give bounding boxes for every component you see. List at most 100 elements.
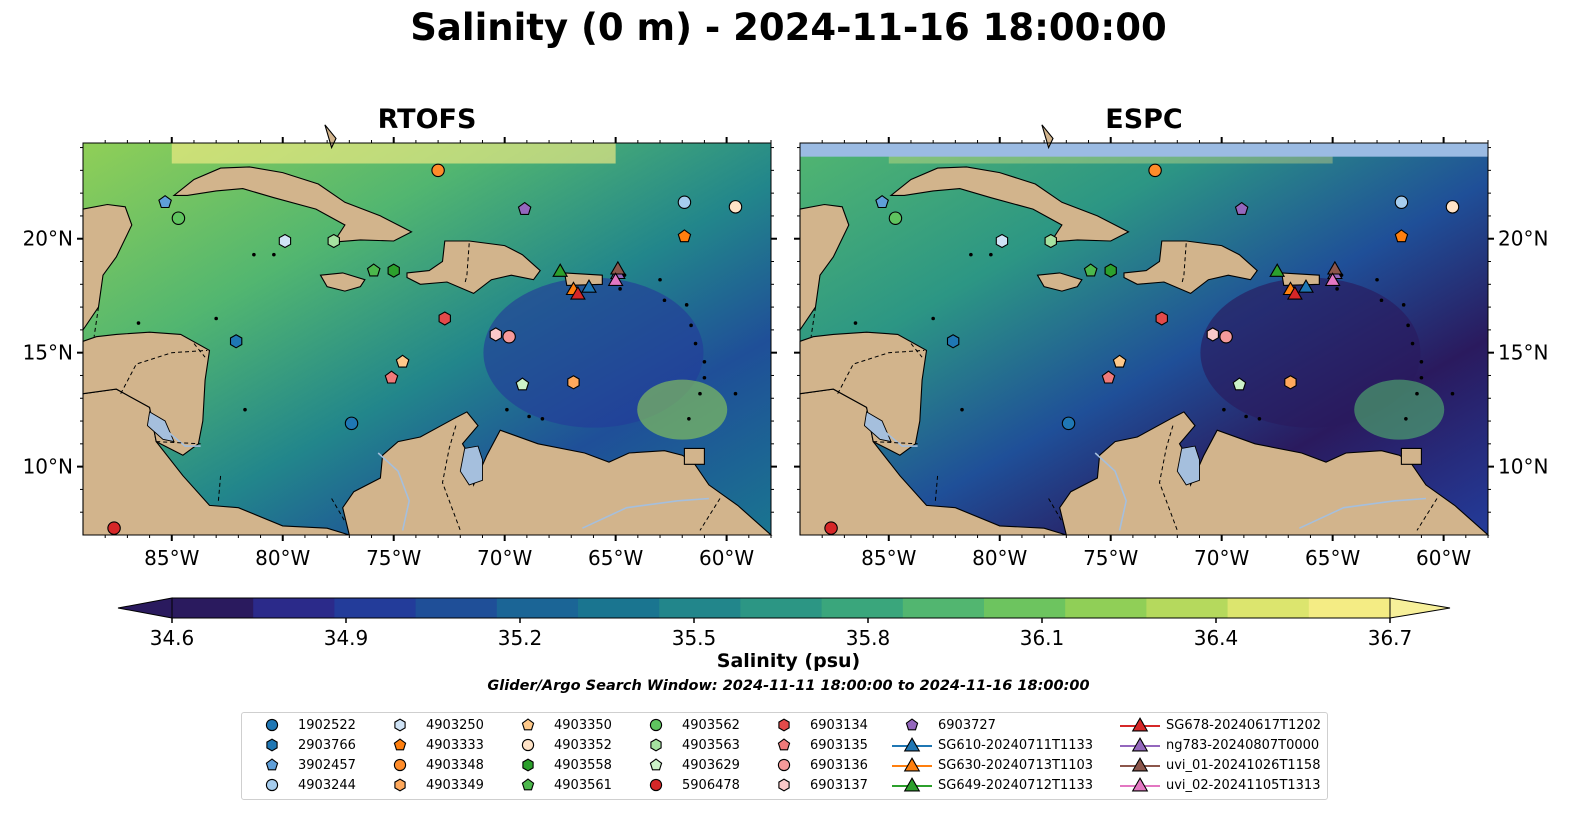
legend-marker-icon (250, 756, 294, 774)
legend-marker-icon (378, 756, 422, 774)
legend-marker-icon (634, 736, 678, 754)
island-7 (1419, 359, 1424, 364)
colorbar-segment (1146, 598, 1229, 618)
platform-marker-2903766 (229, 334, 243, 349)
country-border-7 (699, 498, 721, 531)
legend-item-SG678-20240617T1202: SG678-20240617T1202 (1118, 716, 1321, 734)
platform-marker-5906478 (107, 521, 121, 535)
legend-marker-icon (762, 776, 806, 794)
legend-label: SG649-20240712T1133 (938, 777, 1094, 793)
legend-marker-icon (506, 756, 550, 774)
platform-marker-4903250 (995, 233, 1009, 249)
platform-legend: 1902522 2903766 3902457 4903244 4903250 49033… (241, 712, 1328, 800)
island-20 (853, 321, 858, 325)
platform-marker-4903349 (1284, 375, 1297, 390)
legend-marker-icon (762, 756, 806, 774)
platform-marker-4903352 (1445, 200, 1460, 214)
country-border-5 (464, 243, 470, 285)
colorbar-segment (1065, 598, 1147, 618)
island-5 (689, 323, 693, 328)
country-border-7 (1416, 498, 1438, 531)
legend-label: 4903563 (682, 737, 740, 753)
country-border-0 (93, 307, 99, 337)
legend-label: SG630-20240713T1103 (938, 757, 1094, 773)
island-8 (702, 375, 707, 380)
legend-marker-icon (378, 736, 422, 754)
legend-label: 5906478 (682, 777, 740, 793)
legend-item-4903562: 4903562 (634, 716, 740, 734)
legend-item-uvi_01-20241026T1158: uvi_01-20241026T1158 (1118, 756, 1320, 774)
colorbar: 34.6 34.9 35.2 35.5 35.8 36.1 36.4 36.7 (117, 597, 1451, 650)
island-17 (969, 252, 973, 257)
platform-marker-4903562 (171, 211, 186, 225)
legend-label: uvi_02-20241105T1313 (1166, 777, 1321, 793)
island-4 (684, 303, 689, 307)
x-tick-label: 80°W (255, 546, 310, 570)
river-1 (1299, 497, 1426, 529)
legend-item-2903766: 2903766 (250, 736, 356, 754)
lake-maracaibo (1176, 445, 1200, 486)
island-10 (733, 391, 738, 396)
country-border-0 (810, 307, 816, 337)
colorbar-segment (172, 598, 254, 618)
platform-marker-5906478 (824, 521, 838, 535)
platform-marker-6903727 (517, 201, 532, 215)
colorbar-segment (1227, 598, 1310, 618)
platform-marker-4903352 (728, 200, 743, 214)
legend-item-4903563: 4903563 (634, 736, 740, 754)
lake-maracaibo (459, 445, 483, 486)
land-hispaniola (406, 240, 541, 295)
map-panel-rtofs: 85°W 80°W 75°W 70°W 65°W 60°W 10°N 15°N 20°N (23, 124, 777, 570)
legend-label: 4903349 (426, 777, 484, 793)
land-puertoRico (1280, 272, 1320, 286)
island-12 (1244, 414, 1248, 419)
island-3 (662, 298, 667, 303)
platform-marker-4903250 (278, 233, 292, 249)
colorbar-segment (740, 598, 823, 618)
island-18 (243, 407, 247, 412)
legend-marker-icon (762, 716, 806, 734)
y-tick-label: 10°N (23, 455, 73, 479)
high-salinity-patch (1354, 379, 1445, 440)
platform-marker-4903561 (366, 263, 381, 277)
platform-marker-uvi_02-20241105T1313 (1324, 272, 1341, 286)
legend-label: 1902522 (298, 717, 356, 733)
river-1 (582, 497, 709, 529)
island-11 (1404, 416, 1408, 421)
country-border-5 (1181, 243, 1187, 285)
legend-marker-icon (1118, 716, 1162, 734)
colorbar-segment (902, 598, 985, 618)
country-border-4 (331, 498, 346, 522)
legend-label: 4903558 (554, 757, 612, 773)
platform-marker-SG610-20240711T1133 (581, 279, 597, 293)
colorbar-tick-label: 34.6 (150, 626, 195, 650)
legend-item-uvi_02-20241105T1313: uvi_02-20241105T1313 (1118, 776, 1320, 794)
colorbar-label: Salinity (psu) (716, 650, 861, 672)
country-border-8 (910, 343, 923, 358)
platform-marker-2903766 (946, 334, 960, 349)
platform-marker-4903563 (1044, 233, 1057, 249)
x-tick-label: 70°W (1194, 546, 1249, 570)
colorbar-tick-label: 36.1 (1020, 626, 1065, 650)
platform-marker-4903333 (1394, 229, 1409, 243)
platform-marker-4903244 (677, 195, 692, 210)
platform-marker-3902457 (158, 195, 172, 209)
legend-marker-icon (634, 776, 678, 794)
colorbar-segment (984, 598, 1066, 618)
legend-label: 4903333 (426, 737, 484, 753)
land-yucatan (82, 203, 133, 332)
map-panel-espc: 85°W 80°W 75°W 70°W 65°W 60°W 10°N 15°N 20°N (794, 124, 1548, 570)
legend-label: 4903562 (682, 717, 740, 733)
country-border-6 (441, 425, 461, 531)
island-13 (505, 407, 509, 412)
platform-marker-3902457 (875, 195, 889, 209)
panel-title-espc: ESPC (1105, 104, 1183, 135)
river-2 (866, 415, 918, 447)
legend-marker-icon (890, 716, 934, 734)
legend-label: 3902457 (298, 757, 356, 773)
platform-marker-4903629 (515, 377, 530, 391)
legend-label: 4903561 (554, 777, 612, 793)
legend-item-6903137: 6903137 (762, 776, 868, 794)
platform-marker-SG649-20240712T1133 (552, 263, 569, 277)
platform-marker-1902522 (1061, 416, 1076, 431)
